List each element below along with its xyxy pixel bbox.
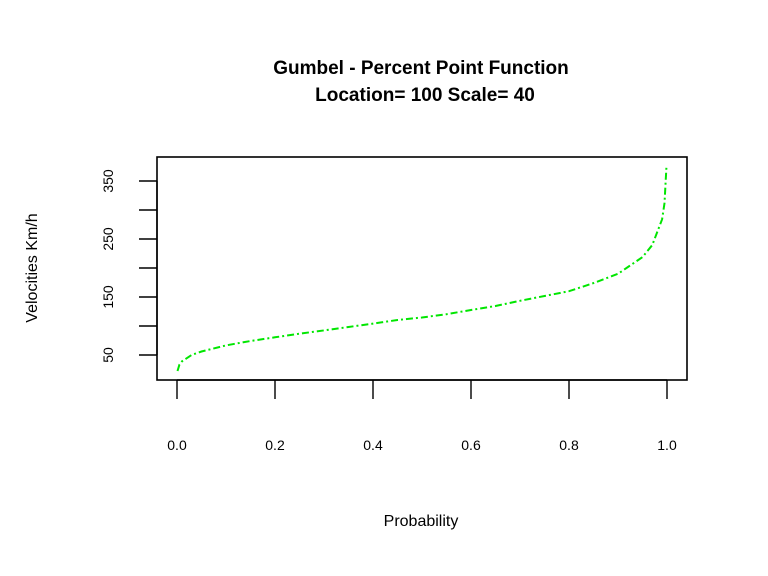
- y-tick-label: 350: [100, 169, 116, 193]
- x-tick-label: 0.8: [559, 437, 579, 453]
- y-axis: 50 150 250 350: [100, 169, 158, 363]
- x-tick-label: 0.2: [265, 437, 285, 453]
- y-axis-label: Velocities Km/h: [24, 213, 41, 322]
- x-axis-label: Probability: [384, 513, 459, 530]
- series-layer: [176, 165, 668, 372]
- y-tick-label: 250: [100, 227, 116, 251]
- series-line: [176, 165, 668, 372]
- chart-subtitle: Location= 100 Scale= 40: [315, 85, 535, 106]
- x-tick-label: 0.4: [363, 437, 383, 453]
- x-tick-label: 0.6: [461, 437, 481, 453]
- y-tick-label: 150: [100, 285, 116, 309]
- x-tick-label: 0.0: [167, 437, 187, 453]
- chart-title: Gumbel - Percent Point Function: [273, 58, 569, 79]
- y-tick-label: 50: [100, 347, 116, 363]
- plot-frame: [156, 156, 688, 381]
- x-axis: 0.0 0.2 0.4 0.6 0.8 1.0: [167, 379, 677, 453]
- x-tick-label: 1.0: [657, 437, 677, 453]
